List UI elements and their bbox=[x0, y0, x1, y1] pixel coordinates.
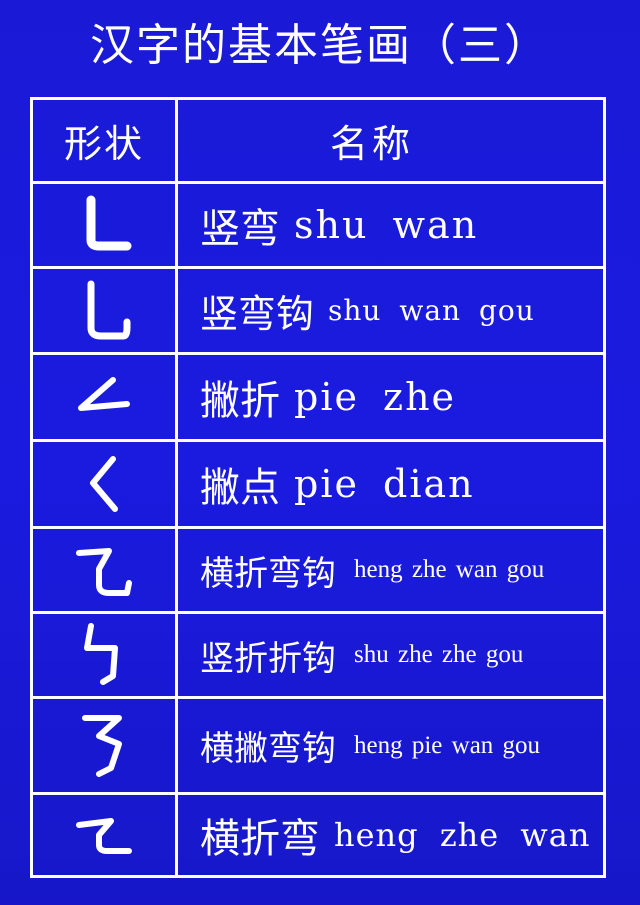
table-row: 竖弯钩 shu wan gou bbox=[33, 269, 603, 355]
table-row: 竖弯 shu wan bbox=[33, 184, 603, 269]
pie-zhe-stroke-icon bbox=[78, 377, 130, 411]
stroke-pinyin: heng zhe wan gou bbox=[354, 556, 545, 583]
stroke-pinyin: pie dian bbox=[294, 462, 475, 506]
header-shape-label: 形状 bbox=[63, 122, 144, 166]
header-shape-cell: 形状 bbox=[33, 100, 178, 181]
stroke-chinese-name: 撇点 bbox=[200, 465, 280, 511]
shu-wan-stroke-icon bbox=[86, 195, 132, 251]
stroke-chinese-name: 横折弯钩 bbox=[200, 553, 336, 594]
header-name-cell: 名称 bbox=[178, 100, 603, 181]
table-row: 横折弯 heng zhe wan bbox=[33, 795, 603, 875]
table-row: 横折弯钩 heng zhe wan gou bbox=[33, 529, 603, 614]
pie-dian-stroke-icon bbox=[90, 456, 118, 512]
stroke-chinese-name: 撇折 bbox=[200, 378, 280, 424]
table-row: 撇点 pie dian bbox=[33, 442, 603, 529]
table-row: 撇折 pie zhe bbox=[33, 355, 603, 442]
page-title: 汉字的基本笔画（三） bbox=[90, 20, 550, 71]
stroke-chinese-name: 竖弯钩 bbox=[200, 292, 315, 336]
header-name-label: 名称 bbox=[330, 122, 415, 166]
strokes-table: 形状 名称 竖弯 shu wan bbox=[30, 97, 606, 878]
stroke-pinyin: heng zhe wan bbox=[334, 816, 591, 854]
stroke-pinyin: shu zhe zhe gou bbox=[354, 641, 524, 668]
stroke-pinyin: shu wan bbox=[294, 203, 479, 247]
stroke-pinyin: pie zhe bbox=[294, 375, 457, 419]
stroke-pinyin: heng pie wan gou bbox=[354, 731, 541, 759]
table-row: 竖折折钩 shu zhe zhe gou bbox=[33, 614, 603, 699]
shu-wan-gou-stroke-icon bbox=[87, 280, 131, 339]
heng-zhe-wan-stroke-icon bbox=[76, 818, 132, 854]
stroke-pinyin: shu wan gou bbox=[328, 294, 535, 327]
table-header-row: 形状 名称 bbox=[33, 100, 603, 184]
stroke-chinese-name: 横折弯 bbox=[200, 816, 320, 862]
table-row: 横撇弯钩 heng pie wan gou bbox=[33, 699, 603, 795]
stroke-chinese-name: 竖折折钩 bbox=[200, 638, 336, 679]
heng-pie-wan-gou-stroke-icon bbox=[82, 714, 122, 777]
stroke-chinese-name: 竖弯 bbox=[200, 206, 280, 252]
shu-zhe-zhe-gou-stroke-icon bbox=[84, 623, 118, 685]
heng-zhe-wan-gou-stroke-icon bbox=[76, 548, 132, 596]
stroke-chinese-name: 横撇弯钩 bbox=[200, 729, 336, 769]
